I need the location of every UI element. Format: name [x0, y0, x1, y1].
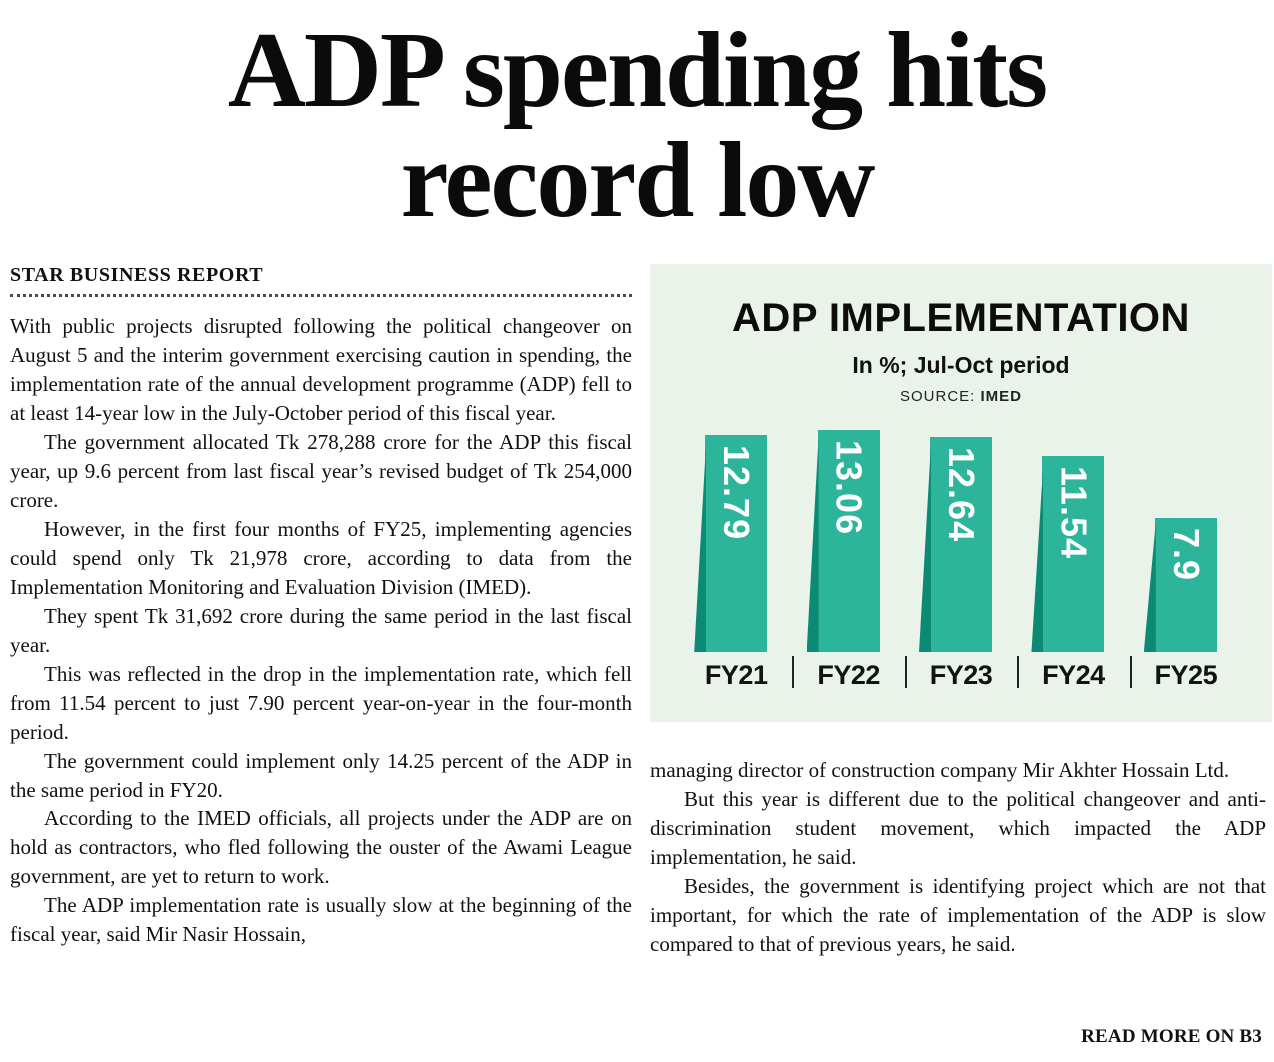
paragraph: With public projects disrupted following… [10, 314, 632, 425]
x-axis-labels: FY21 FY22 FY23 FY24 FY25 [680, 656, 1242, 700]
paragraph: The government could implement only 14.2… [10, 748, 632, 802]
bar-fy21: 12.79 [705, 434, 768, 652]
bar-value-label: 12.64 [941, 447, 983, 543]
paragraph: managing director of construction compan… [650, 758, 1230, 782]
byline-block: STAR BUSINESS REPORT [10, 264, 632, 297]
article-left-column: With public projects disrupted following… [10, 312, 632, 1062]
bar-fy24: 11.54 [1042, 455, 1105, 652]
bar-slot: 11.54 [1017, 414, 1129, 652]
paragraph: According to the IMED officials, all pro… [10, 806, 632, 889]
bar-value-label: 11.54 [1053, 465, 1095, 559]
headline-line-2: record low [400, 121, 876, 241]
bar-fy25: 7.9 [1154, 517, 1217, 652]
paragraph: They spent Tk 31,692 crore during the sa… [10, 603, 632, 657]
x-axis-label-fy22: FY22 [792, 656, 904, 700]
headline: ADP spending hits record low [0, 15, 1274, 236]
adp-implementation-chart: ADP IMPLEMENTATION In %; Jul-Oct period … [650, 264, 1272, 722]
bar-fy22: 13.06 [817, 429, 880, 652]
paragraph: The ADP implementation rate is usually s… [10, 893, 632, 947]
x-axis-label-fy21: FY21 [704, 660, 768, 690]
headline-line-1: ADP spending hits [227, 11, 1048, 130]
byline: STAR BUSINESS REPORT [10, 264, 264, 286]
bar-fy23: 12.64 [930, 437, 993, 652]
bar-value-label: 13.06 [828, 439, 870, 536]
chart-subtitle: In %; Jul-Oct period [852, 352, 1070, 378]
paragraph: Besides, the government is identifying p… [650, 873, 1266, 956]
chart-source-value: IMED [980, 388, 1022, 405]
paragraph: However, in the first four months of FY2… [10, 516, 632, 599]
read-more-pointer: READ MORE ON B3 [1081, 1026, 1262, 1047]
chart-title: ADP IMPLEMENTATION [732, 296, 1190, 340]
bar-value-label: 12.79 [716, 444, 758, 540]
bar-slot: 13.06 [792, 414, 904, 652]
dotted-divider [10, 294, 632, 297]
paragraph: But this year is different due to the po… [650, 786, 1266, 869]
bar-slot: 12.79 [680, 414, 792, 652]
article-right-column: managing director of construction compan… [650, 756, 1266, 959]
paragraph: The government allocated Tk 278,288 cror… [10, 429, 632, 512]
chart-source: SOURCE: IMED [650, 388, 1272, 405]
bar-slot: 7.9 [1130, 414, 1242, 652]
bar-slot: 12.64 [905, 414, 1017, 652]
x-axis-label-fy25: FY25 [1129, 656, 1242, 700]
bar-value-label: 7.9 [1165, 527, 1207, 581]
bar-plot: 12.79 13.06 12.64 11.54 7.9 [680, 414, 1242, 652]
x-axis-label-fy23: FY23 [904, 656, 1017, 700]
paragraph: This was reflected in the drop in the im… [10, 661, 632, 744]
chart-source-label: SOURCE: [899, 388, 976, 405]
x-axis-label-fy24: FY24 [1017, 656, 1129, 700]
